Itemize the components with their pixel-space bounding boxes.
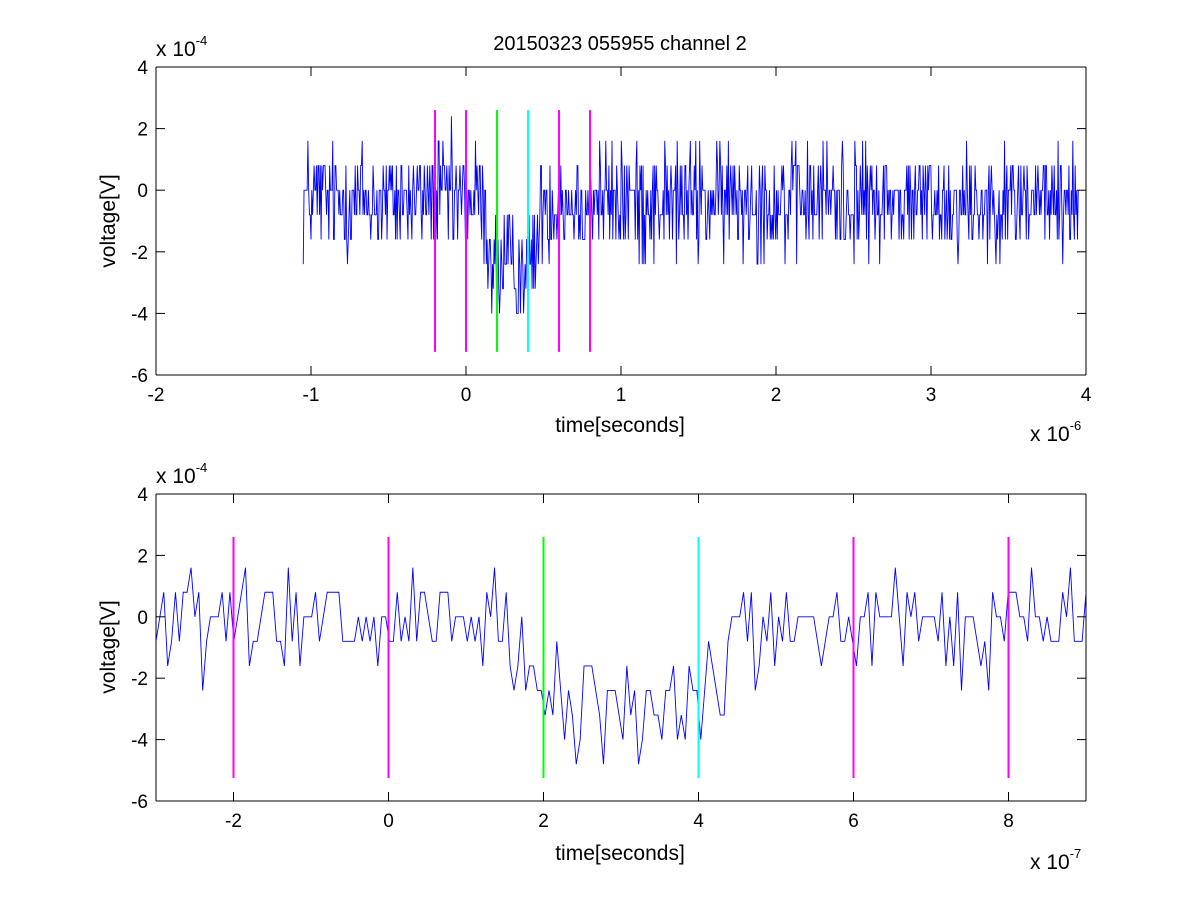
bottom-signal — [155, 567, 1087, 765]
top-x-tick-label: 4 — [1081, 385, 1092, 406]
top-x-tick-label: 0 — [461, 385, 472, 406]
top-y-tick-label: 0 — [137, 181, 148, 202]
bottom-y-tick-label: -2 — [131, 669, 148, 690]
bottom-y-tick-label: 4 — [137, 485, 148, 506]
top-x-label: time[seconds] — [555, 414, 685, 437]
bottom-x-ticks: -2 0 2 4 6 8 — [225, 494, 1014, 832]
top-y-exponent: x 10-4 — [156, 33, 207, 61]
bottom-x-tick-label: 6 — [848, 811, 859, 832]
bottom-x-tick-label: -2 — [225, 811, 242, 832]
bottom-y-label: voltage[V] — [97, 600, 120, 693]
bottom-x-tick-label: 8 — [1003, 811, 1014, 832]
top-x-tick-label: 1 — [616, 385, 627, 406]
top-signal-trace — [302, 116, 1079, 314]
bottom-markers — [232, 536, 1010, 778]
top-y-ticks: -6 -4 -2 0 2 4 — [131, 58, 1086, 387]
bottom-x-label: time[seconds] — [555, 842, 685, 865]
top-y-tick-label: -6 — [131, 366, 148, 387]
bottom-y-tick-label: -4 — [131, 731, 148, 752]
top-y-tick-label: -4 — [131, 304, 148, 325]
bottom-plot-area — [155, 493, 1087, 802]
top-x-tick-label: -2 — [148, 385, 165, 406]
top-y-tick-label: -2 — [131, 243, 148, 264]
bottom-y-ticks: -6 -4 -2 0 2 4 — [131, 485, 1086, 813]
bottom-y-tick-label: 2 — [137, 546, 148, 567]
bottom-y-exponent: x 10-4 — [156, 460, 207, 488]
bottom-x-exponent: x 10-7 — [1030, 846, 1081, 874]
bottom-plot-background — [156, 494, 1086, 801]
bottom-y-tick-label: -6 — [131, 792, 148, 813]
top-axes: -2 -1 0 1 2 3 4 -6 -4 -2 0 2 4 time[seconds] voltag… — [97, 33, 1092, 446]
top-x-tick-label: 3 — [926, 385, 937, 406]
top-y-tick-label: 4 — [137, 58, 148, 79]
top-markers — [434, 110, 591, 352]
top-x-ticks: -2 -1 0 1 2 3 4 — [148, 67, 1092, 406]
top-x-tick-label: -1 — [303, 385, 320, 406]
bottom-x-tick-label: 2 — [538, 811, 549, 832]
bottom-signal-trace — [155, 567, 1087, 765]
top-signal — [302, 116, 1079, 314]
bottom-y-tick-label: 0 — [137, 608, 148, 629]
figure-title: 20150323 055955 channel 2 — [493, 33, 747, 55]
bottom-x-tick-label: 0 — [383, 811, 394, 832]
top-x-exponent: x 10-6 — [1030, 418, 1081, 446]
bottom-axes: -2 0 2 4 6 8 -6 -4 -2 0 2 4 time[seconds] voltage[… — [97, 460, 1087, 874]
top-y-tick-label: 2 — [137, 120, 148, 141]
bottom-x-tick-label: 4 — [693, 811, 704, 832]
top-x-tick-label: 2 — [771, 385, 782, 406]
top-y-label: voltage[V] — [97, 174, 120, 267]
